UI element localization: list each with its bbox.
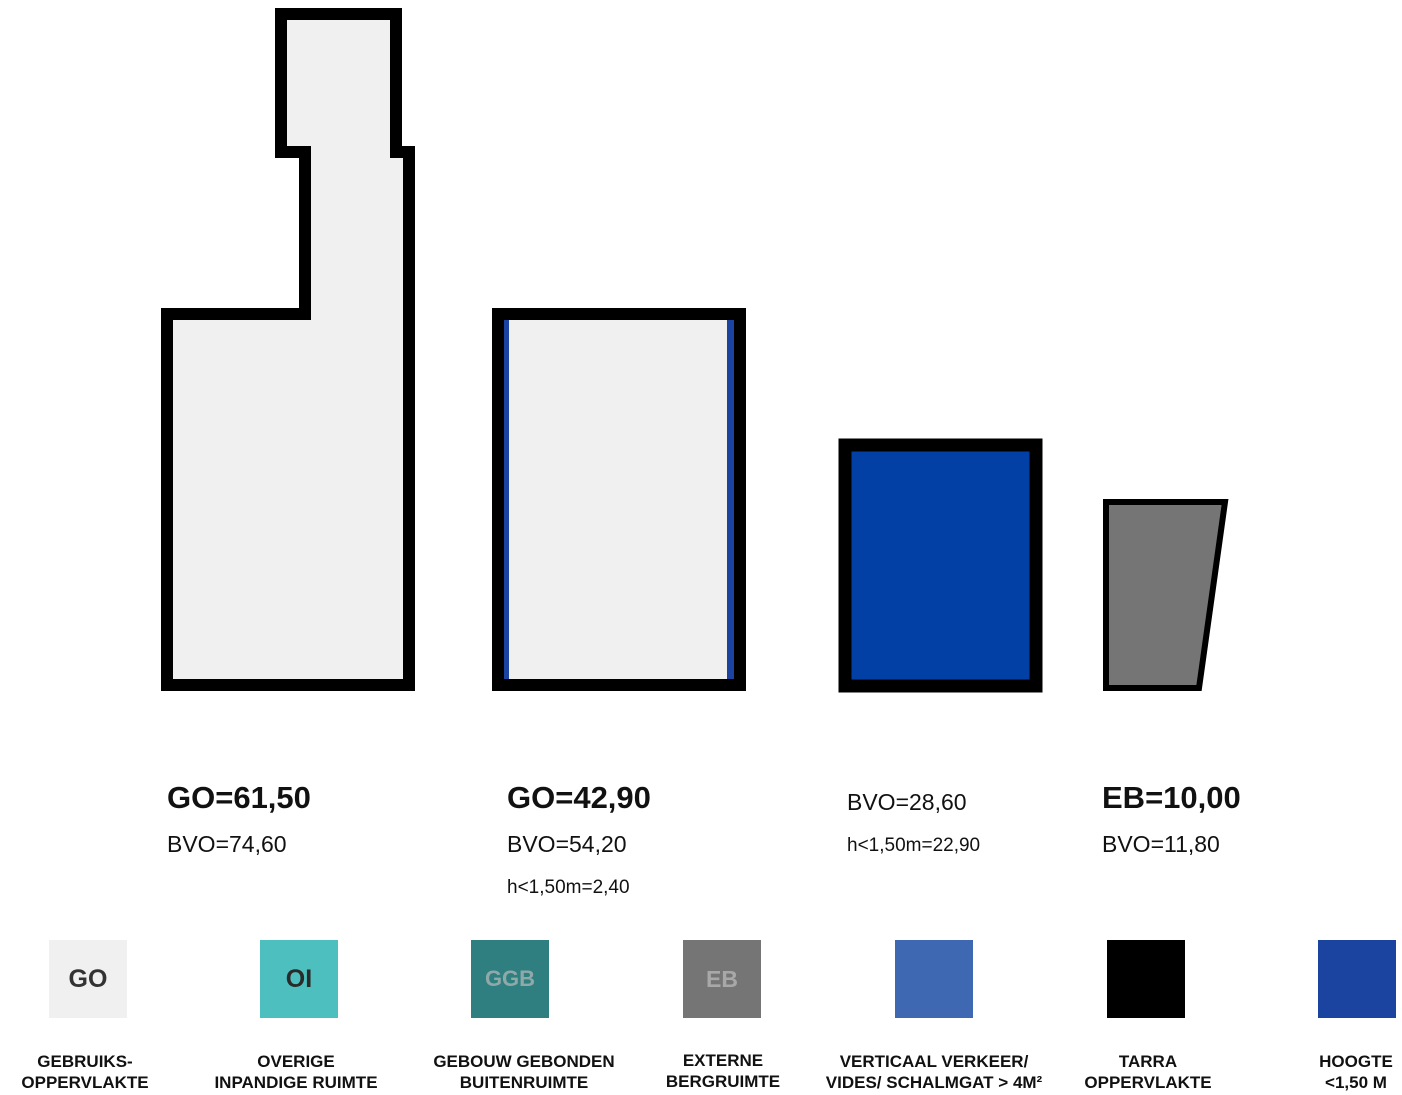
space-2-low-height-value: h<1,50m=2,40	[507, 877, 630, 898]
legend-caption-go-line2: OPPERVLAKTE	[21, 1073, 149, 1092]
space-4-eb-value: EB=10,00	[1102, 780, 1241, 815]
legend-caption-hoogte-line1: HOOGTE	[1319, 1052, 1393, 1071]
legend-caption-verkeer: VERTICAAL VERKEER/ VIDES/ SCHALMGAT > 4M…	[814, 1051, 1054, 1093]
plan-eb-10-00	[1103, 499, 1229, 691]
legend-caption-ggb-line2: BUITENRUIMTE	[459, 1073, 589, 1092]
legend-caption-verkeer-line2: VIDES/ SCHALMGAT > 4M²	[825, 1073, 1043, 1092]
legend-caption-hoogte-line2: <1,50 M	[1325, 1073, 1387, 1092]
legend-caption-tarra-line1: TARRA	[1118, 1052, 1178, 1071]
space-3-bvo-value: BVO=28,60	[847, 789, 967, 815]
plan-bvo-28-60	[838, 438, 1043, 693]
legend-caption-hoogte: HOOGTE <1,50 M	[1311, 1051, 1401, 1093]
space-2-go-value: GO=42,90	[507, 780, 651, 815]
space-2-bvo-value: BVO=54,20	[507, 831, 627, 857]
legend-caption-ggb: GEBOUW GEBONDEN BUITENRUIMTE	[404, 1051, 644, 1093]
legend-caption-oi-line2: INPANDIGE RUIMTE	[214, 1073, 378, 1092]
plan-go-42-90	[492, 308, 746, 691]
plan-go-42-90-low-height-right	[727, 320, 734, 679]
legend-caption-verkeer-line1: VERTICAAL VERKEER/	[839, 1052, 1029, 1071]
space-4-bvo-value: BVO=11,80	[1102, 831, 1220, 857]
legend-caption-tarra: TARRA OPPERVLAKTE	[1028, 1051, 1268, 1093]
plan-go-61-50	[161, 8, 415, 691]
legend-caption-tarra-line2: OPPERVLAKTE	[1084, 1073, 1212, 1092]
eb-swatch: EB	[683, 940, 761, 1018]
space-1-bvo-value: BVO=74,60	[167, 831, 287, 857]
eb-swatch-label: EB	[706, 965, 738, 992]
legend-caption-ggb-line1: GEBOUW GEBONDEN	[433, 1052, 615, 1071]
ggb-swatch: GGB	[471, 940, 549, 1018]
go-swatch: GO	[49, 940, 127, 1018]
hoogte-swatch	[1318, 940, 1396, 1018]
space-3-low-height-value: h<1,50m=22,90	[847, 835, 981, 856]
oi-swatch-label: OI	[285, 964, 313, 993]
space-1-go-value: GO=61,50	[167, 780, 311, 815]
legend-caption-oi-line1: OVERIGE	[257, 1052, 335, 1071]
plan-go-42-90-low-height-left	[504, 320, 509, 679]
legend-caption-go-line1: GEBRUIKS-	[37, 1052, 133, 1071]
oi-swatch: OI	[260, 940, 338, 1018]
tarra-swatch	[1107, 940, 1185, 1018]
legend-caption-eb-line1: EXTERNE	[682, 1051, 764, 1070]
legend-caption-oi: OVERIGE INPANDIGE RUIMTE	[176, 1051, 416, 1093]
ggb-swatch-label: GGB	[484, 966, 536, 991]
verkeer-swatch	[895, 940, 973, 1018]
legend-caption-go: GEBRUIKS- OPPERVLAKTE	[0, 1051, 205, 1093]
floor-plans	[161, 8, 1229, 693]
legend-caption-eb-line2: BERGRUIMTE	[665, 1072, 781, 1091]
go-swatch-label: GO	[68, 964, 108, 993]
legend-caption-eb: EXTERNE BERGRUIMTE	[603, 1050, 843, 1092]
